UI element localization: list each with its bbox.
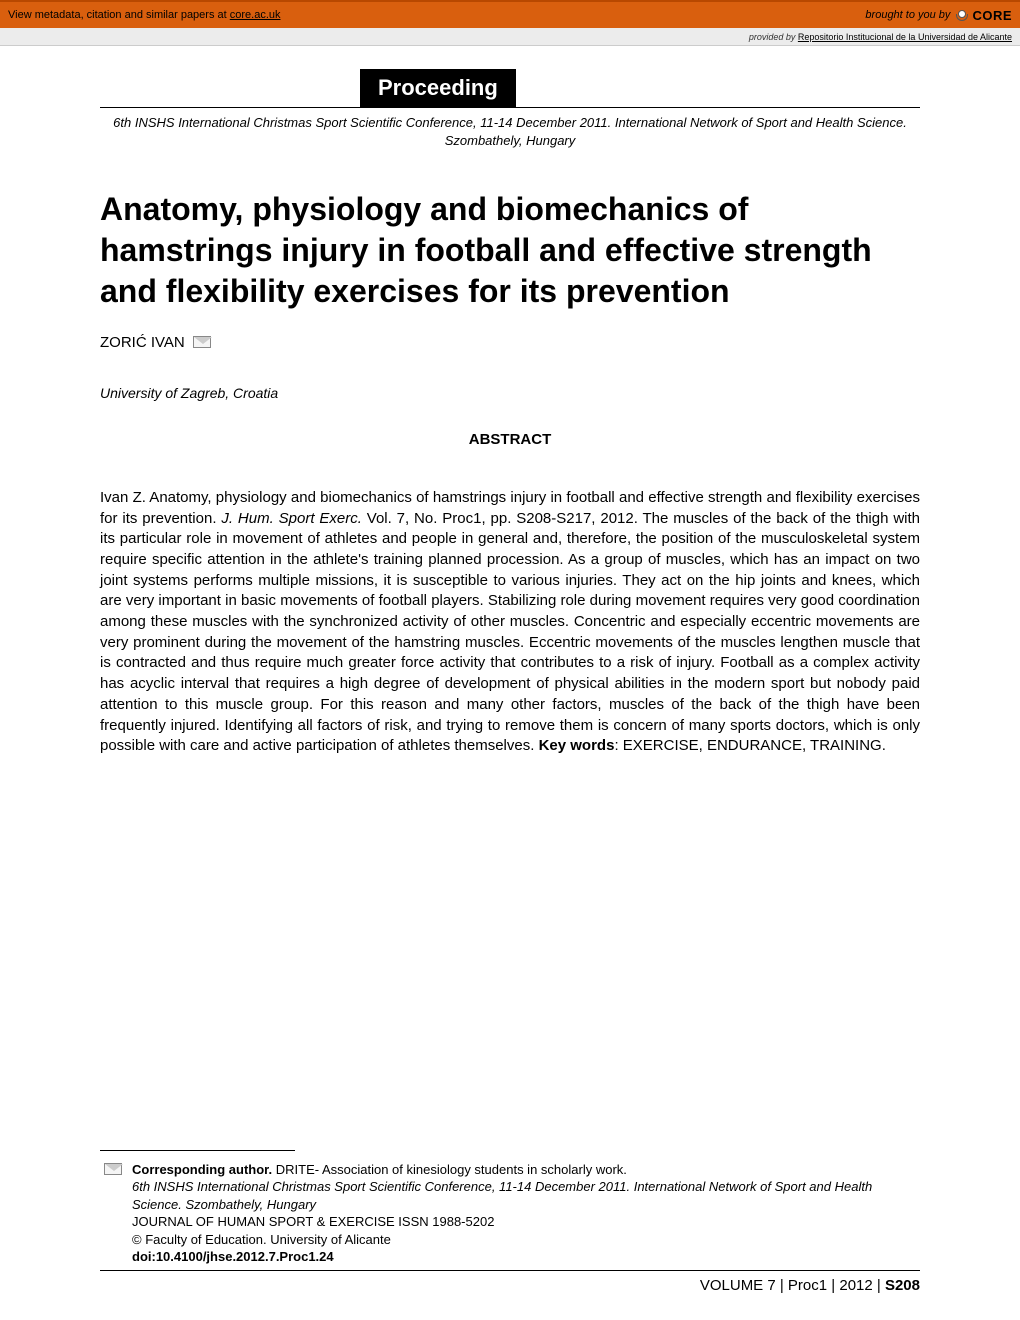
affiliation: University of Zagreb, Croatia xyxy=(100,385,920,401)
metadata-text: View metadata, citation and similar pape… xyxy=(8,9,230,21)
author-name: ZORIĆ IVAN xyxy=(100,334,185,351)
core-brand[interactable]: CORE xyxy=(972,8,1012,23)
proceeding-badge-wrap: Proceeding xyxy=(100,66,920,108)
corresponding-author-label: Corresponding author. xyxy=(132,1162,272,1177)
corresponding-author-text: DRITE- Association of kinesiology studen… xyxy=(272,1162,627,1177)
footnote-text: Corresponding author. DRITE- Association… xyxy=(100,1161,920,1271)
keywords-label: Key words xyxy=(539,737,615,754)
page-number: VOLUME 7 | Proc1 | 2012 | S208 xyxy=(100,1277,920,1294)
volume-text: VOLUME 7 | Proc1 | 2012 | xyxy=(700,1277,885,1294)
author-line: ZORIĆ IVAN xyxy=(100,334,920,351)
mail-icon[interactable] xyxy=(193,336,211,348)
repository-link[interactable]: Repositorio Institucional de la Universi… xyxy=(798,32,1012,42)
core-logo-icon xyxy=(954,8,968,22)
footer-doi: doi:10.4100/jhse.2012.7.Proc1.24 xyxy=(132,1249,334,1264)
page-content: Proceeding 6th INSHS International Chris… xyxy=(0,46,1020,767)
paper-title: Anatomy, physiology and biomechanics of … xyxy=(100,189,920,312)
footer-conference-line: 6th INSHS International Christmas Sport … xyxy=(132,1179,872,1212)
brought-to-you-text: brought to you by xyxy=(865,9,950,21)
core-topbar: View metadata, citation and similar pape… xyxy=(0,0,1020,28)
provided-by-text: provided by xyxy=(749,32,796,42)
abstract-post: Vol. 7, No. Proc1, pp. S208-S217, 2012. … xyxy=(100,510,920,755)
core-link[interactable]: core.ac.uk xyxy=(230,9,281,21)
abstract-body: Ivan Z. Anatomy, physiology and biomecha… xyxy=(100,488,920,757)
proceeding-badge: Proceeding xyxy=(360,69,516,107)
metadata-link-wrap: View metadata, citation and similar pape… xyxy=(8,9,865,21)
footer-block: Corresponding author. DRITE- Association… xyxy=(100,1150,920,1294)
journal-name: J. Hum. Sport Exerc. xyxy=(221,510,362,527)
footnote-rule xyxy=(100,1150,295,1151)
abstract-heading: ABSTRACT xyxy=(100,431,920,448)
footer-copyright: © Faculty of Education. University of Al… xyxy=(132,1232,391,1247)
page-value: S208 xyxy=(885,1277,920,1294)
footer-journal-line: JOURNAL OF HUMAN SPORT & EXERCISE ISSN 1… xyxy=(132,1214,494,1229)
provider-subbar: provided by Repositorio Institucional de… xyxy=(0,28,1020,46)
conference-line: 6th INSHS International Christmas Sport … xyxy=(100,114,920,149)
brought-to-you: brought to you by CORE xyxy=(865,8,1012,23)
keywords-value: : EXERCISE, ENDURANCE, TRAINING. xyxy=(614,737,885,754)
footer-mail-icon[interactable] xyxy=(104,1163,122,1175)
